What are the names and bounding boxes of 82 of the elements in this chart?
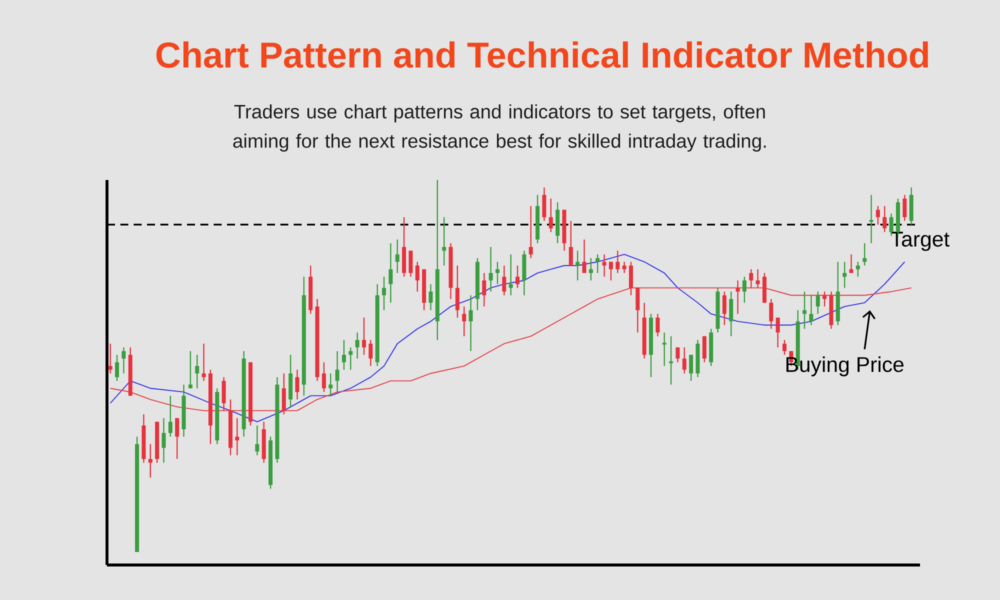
candlestick xyxy=(495,261,500,285)
annotation: Buying Price xyxy=(786,356,904,376)
candlestick xyxy=(802,290,807,330)
candlestick xyxy=(295,369,300,400)
candlestick xyxy=(636,287,640,334)
candlestick xyxy=(822,290,827,308)
candlestick xyxy=(395,238,400,274)
candlestick xyxy=(362,317,366,356)
candlestick xyxy=(462,306,466,337)
candlestick xyxy=(769,298,774,330)
candlestick xyxy=(542,186,546,222)
candlestick xyxy=(195,354,200,389)
chart-subtitle: Traders use chart patterns and indicators to set targets, often aiming for the next resistance best for skilled intraday trading. xyxy=(233,104,766,152)
candlestick xyxy=(455,264,460,318)
candlestick xyxy=(548,198,553,233)
candlestick xyxy=(148,444,152,478)
candlestick xyxy=(408,250,413,278)
candlestick xyxy=(122,346,126,374)
candlestick xyxy=(816,290,820,315)
candlestick xyxy=(849,254,854,274)
candlestick xyxy=(516,264,520,288)
candlestick xyxy=(108,343,112,374)
candlestick xyxy=(902,194,907,222)
candlestick xyxy=(442,216,446,266)
ref-line-label: Target xyxy=(890,232,950,251)
chart-title: Chart Pattern and Technical Indicator Method xyxy=(156,41,928,68)
candlestick xyxy=(596,254,600,274)
candlestick xyxy=(842,261,847,288)
candlestick xyxy=(742,276,746,304)
candlestick xyxy=(482,272,486,308)
candlestick xyxy=(856,261,860,278)
candlestick xyxy=(582,238,586,274)
candlestick xyxy=(749,268,754,288)
candlestick xyxy=(175,417,180,460)
candlestick xyxy=(468,294,473,352)
candlestick xyxy=(382,276,386,311)
candlestick xyxy=(656,313,660,337)
candlestick xyxy=(862,242,867,266)
candlestick xyxy=(616,250,620,274)
candlestick xyxy=(568,220,573,266)
candlestick xyxy=(628,261,633,296)
candlestick xyxy=(622,261,626,274)
candlestick xyxy=(388,242,393,304)
candlestick xyxy=(368,339,373,367)
candlestick xyxy=(729,290,734,337)
candlestick xyxy=(676,346,680,363)
candlestick xyxy=(809,294,814,326)
candlestick xyxy=(328,372,333,396)
candlestick xyxy=(608,261,613,282)
candlestick xyxy=(502,264,506,296)
candlestick xyxy=(776,317,780,348)
candlestick xyxy=(115,354,120,382)
candlestick xyxy=(876,205,880,226)
candlestick xyxy=(736,280,740,315)
candlestick xyxy=(355,332,360,360)
candlestick xyxy=(282,372,286,415)
candlestick xyxy=(348,346,353,370)
candlestick xyxy=(782,339,787,356)
candlestick xyxy=(689,354,694,382)
candlestick xyxy=(576,250,580,282)
candlestick xyxy=(682,346,686,374)
candlestick xyxy=(415,261,420,292)
candlestick xyxy=(202,343,206,382)
candlestick xyxy=(756,268,760,288)
candlestick xyxy=(702,336,706,363)
candlestick xyxy=(162,417,166,464)
candlestick xyxy=(255,424,260,456)
candlestick xyxy=(722,290,726,326)
candlestick xyxy=(342,339,346,370)
candlestick xyxy=(882,205,887,233)
candlestick xyxy=(322,362,326,393)
candlestick xyxy=(488,246,493,292)
candlestick xyxy=(335,350,340,393)
candlestick xyxy=(602,254,606,278)
candlestick xyxy=(235,417,240,456)
candlestick xyxy=(588,258,593,282)
candlestick xyxy=(428,284,433,311)
candlestick xyxy=(188,350,192,389)
candlestick xyxy=(222,376,226,412)
candlestick xyxy=(508,254,513,296)
candlestick xyxy=(168,395,172,438)
candlestick xyxy=(528,205,533,259)
